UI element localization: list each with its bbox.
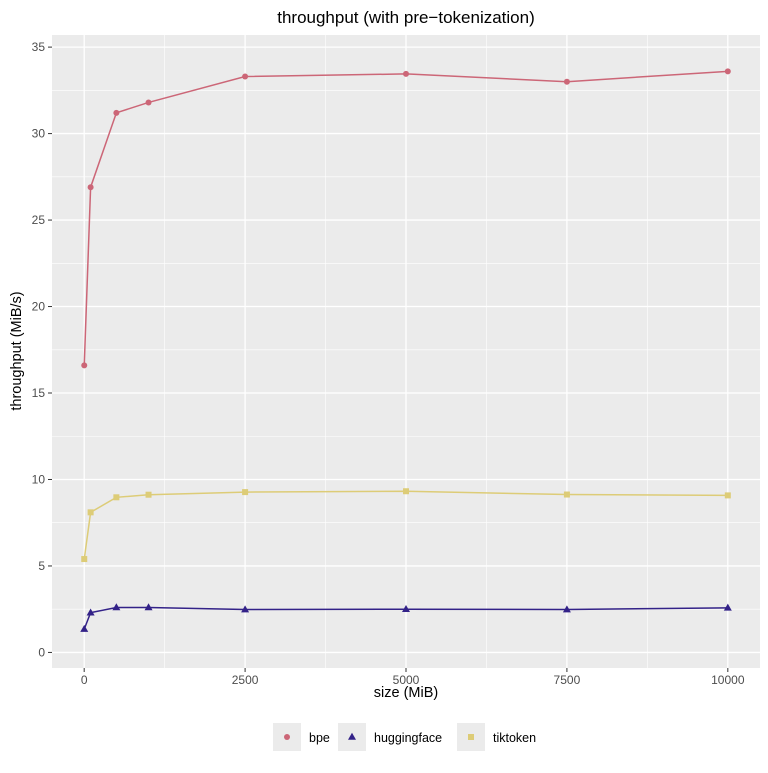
y-tick-label: 15 [32, 386, 46, 400]
huggingface-point [562, 605, 571, 613]
legend: bpe huggingface tiktoken [273, 723, 536, 751]
tiktoken-point [724, 492, 731, 499]
grid [52, 35, 760, 668]
bpe-point [87, 184, 94, 191]
huggingface-point [144, 603, 153, 611]
tiktoken-point [87, 509, 94, 516]
y-axis-label: throughput (MiB/s) [9, 291, 25, 410]
legend-label-bpe: bpe [309, 731, 330, 745]
legend-marker-huggingface [348, 732, 356, 740]
huggingface-point [402, 604, 410, 612]
huggingface-point [241, 605, 250, 613]
bpe-point [113, 109, 120, 116]
y-tick-label: 10 [32, 472, 46, 486]
legend-label-huggingface: huggingface [374, 731, 442, 745]
tiktoken-line [83, 490, 728, 560]
series-huggingface [80, 603, 732, 632]
tiktoken-point [113, 494, 120, 501]
tiktoken-point [81, 556, 88, 563]
bpe-point [81, 362, 88, 369]
tiktoken-point [242, 489, 249, 496]
y-tick-label: 25 [32, 213, 46, 227]
y-tick-label: 5 [38, 559, 45, 573]
x-axis-label: size (MiB) [374, 685, 438, 701]
legend-label-tiktoken: tiktoken [493, 731, 536, 745]
huggingface-point [86, 608, 95, 616]
x-tick-label: 5000 [393, 673, 420, 687]
x-tick-label: 10000 [711, 673, 745, 687]
y-tick-label: 0 [38, 645, 45, 659]
x-tick-label: 7500 [554, 673, 581, 687]
bpe-point [563, 78, 570, 85]
legend-marker-bpe [284, 734, 290, 740]
chart-title: throughput (with pre−tokenization) [277, 8, 535, 27]
legend-marker-tiktoken [468, 734, 474, 740]
series-bpe [81, 68, 731, 369]
tiktoken-point [563, 491, 570, 498]
series-layer [80, 68, 732, 632]
bpe-point [242, 73, 249, 80]
y-tick-label: 30 [32, 127, 46, 141]
huggingface-line [83, 606, 728, 630]
axes: 0 2500 5000 7500 10000 0 5 10 15 20 25 30 35 [32, 40, 745, 687]
tiktoken-point [403, 488, 409, 495]
x-tick-label: 2500 [232, 673, 259, 687]
huggingface-point [80, 624, 89, 632]
huggingface-point [112, 603, 121, 611]
tiktoken-point [145, 491, 152, 498]
bpe-point [724, 68, 731, 75]
y-tick-label: 35 [32, 40, 46, 54]
bpe-point [403, 70, 409, 77]
bpe-line [83, 70, 728, 366]
huggingface-point [723, 603, 732, 611]
x-tick-label: 0 [81, 673, 88, 687]
y-tick-label: 20 [32, 300, 46, 314]
bpe-point [145, 99, 152, 106]
series-tiktoken [81, 488, 731, 563]
